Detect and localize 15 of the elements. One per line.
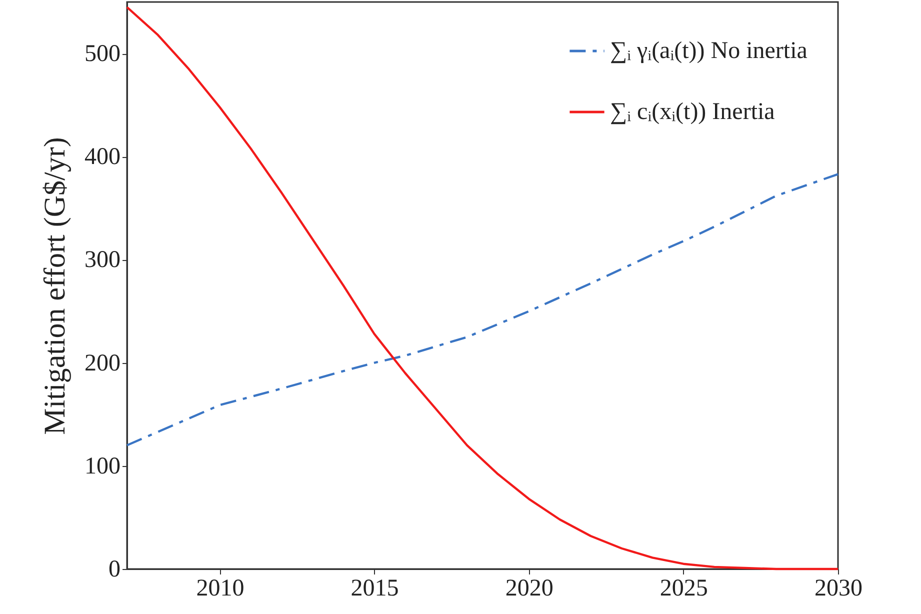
y-tick-label: 500 [84,41,120,68]
y-tick-label: 100 [84,453,120,480]
y-axis-title: Mitigation effort (G$/yr) [38,137,72,435]
y-tick-label: 0 [108,556,120,582]
x-tick-label: 2025 [660,576,708,602]
x-tick-label: 2020 [505,576,554,602]
x-tick-label: 2010 [196,576,244,602]
x-tick-label: 2015 [350,576,399,602]
y-tick-label: 300 [84,247,120,274]
y-tick-label: 200 [84,350,120,376]
x-tick-label: 2030 [814,576,862,602]
legend-label: ∑ᵢ γᵢ(aᵢ(t)) No inertia [610,38,808,64]
legend-label: ∑ᵢ cᵢ(xᵢ(t)) Inertia [610,99,776,125]
y-tick-label: 400 [84,144,120,170]
line-series [126,173,840,446]
